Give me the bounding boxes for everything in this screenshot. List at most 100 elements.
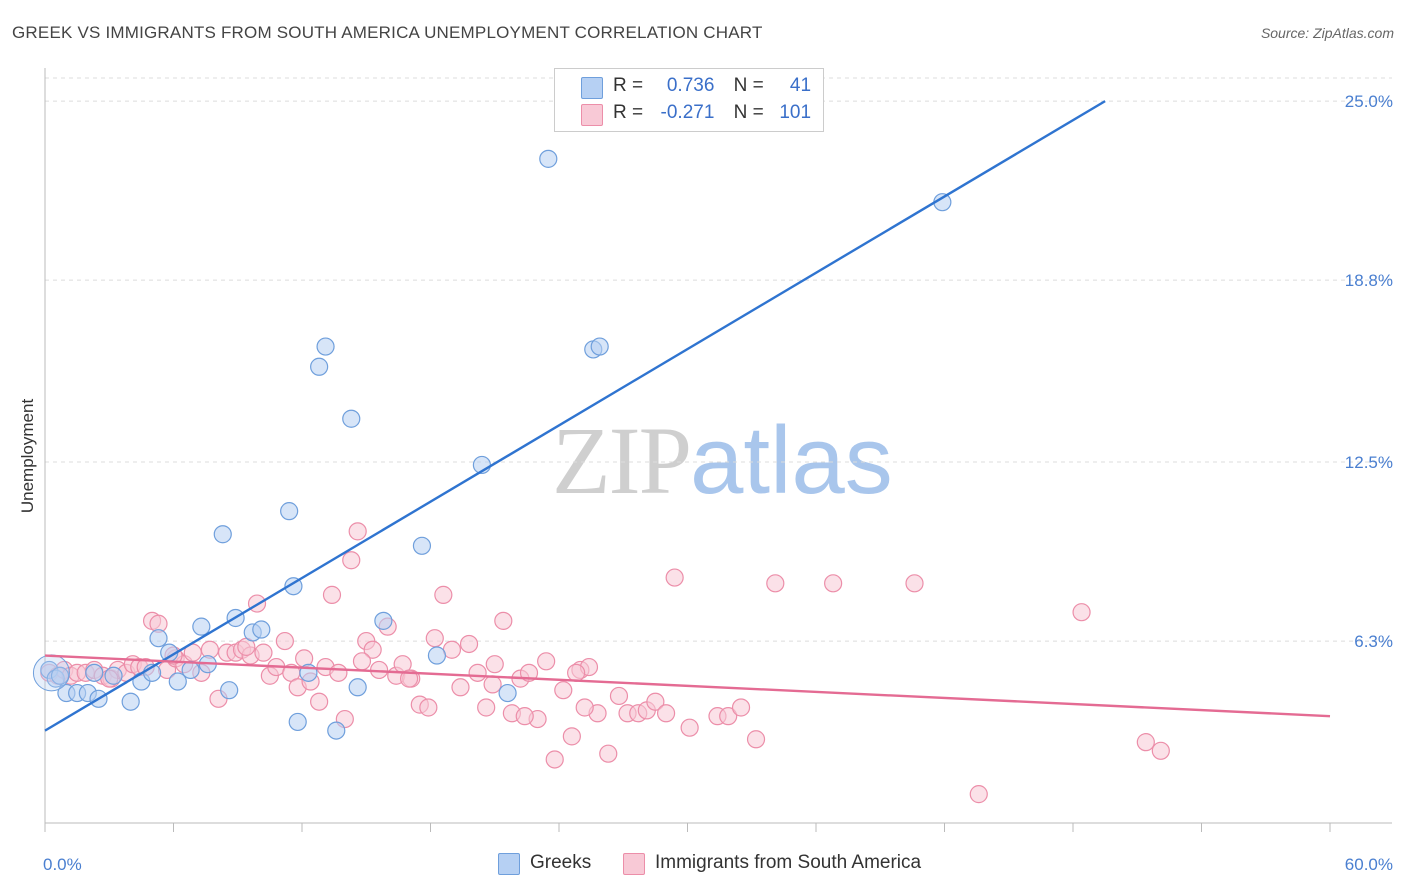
immigrants-point: [399, 669, 419, 688]
immigrants-point: [969, 785, 988, 804]
greeks-point: [348, 678, 367, 697]
immigrants-point: [609, 686, 629, 706]
greeks-points: [32, 149, 952, 740]
legend: R = 0.736 N = 41 R = -0.271 N = 101: [554, 68, 824, 132]
immigrants-point: [468, 663, 487, 682]
legend-n-value: 101: [779, 102, 812, 123]
immigrants-point: [494, 611, 513, 630]
immigrants-point: [477, 698, 496, 717]
immigrants-point: [254, 643, 273, 662]
immigrants-point: [310, 692, 329, 711]
greeks-point: [288, 712, 307, 732]
greeks-point: [121, 692, 140, 711]
immigrants-point: [322, 585, 342, 604]
greeks-point: [85, 663, 104, 682]
greeks-point: [213, 525, 232, 544]
immigrants-point: [342, 551, 361, 570]
y-tick-label: 6.3%: [1354, 632, 1393, 651]
immigrants-point: [575, 698, 594, 717]
greeks-point: [316, 337, 335, 356]
immigrants-point: [646, 692, 665, 711]
legend-r-label: R =: [613, 102, 644, 123]
chart-title: GREEK VS IMMIGRANTS FROM SOUTH AMERICA U…: [12, 23, 763, 42]
immigrants-point: [719, 707, 738, 726]
legend-r-label: R =: [613, 75, 644, 96]
immigrants-point: [329, 663, 348, 682]
immigrants-point: [731, 698, 751, 717]
x-tick-label: 0.0%: [43, 855, 82, 874]
legend-r-value: 0.736: [666, 75, 715, 96]
grid-lines: [45, 77, 1392, 642]
watermark-atlas: atlas: [690, 407, 893, 514]
greeks-trend-line: [44, 100, 1106, 732]
greeks-point: [427, 646, 447, 665]
legend-n-value: 41: [789, 75, 812, 96]
watermark-zip: ZIP: [552, 407, 692, 514]
greeks-point: [327, 721, 346, 740]
greeks-point: [342, 409, 361, 428]
immigrants-trend-line: [44, 654, 1331, 718]
greeks-point: [310, 357, 329, 376]
immigrants-point: [1151, 741, 1170, 760]
legend-n-label: N =: [733, 75, 764, 96]
immigrants-point: [656, 704, 676, 723]
greeks-point: [374, 611, 393, 630]
watermark: ZIPatlas: [552, 405, 893, 516]
axes: [44, 68, 1392, 832]
immigrants-point: [824, 574, 843, 593]
legend-n-label: N =: [733, 102, 764, 123]
greeks-point: [104, 666, 123, 685]
greeks-point: [590, 337, 609, 356]
trend-lines: [44, 100, 1331, 732]
greeks-point: [280, 502, 299, 521]
legend-row-greeks: R = 0.736 N = 41: [555, 74, 823, 100]
immigrants-point: [425, 629, 444, 648]
legend-row-immigrants: R = -0.271 N = 101: [555, 101, 823, 127]
y-tick-label: 18.8%: [1345, 271, 1393, 290]
legend-text-greeks: R = 0.736 N = 41: [613, 75, 811, 97]
immigrants-point: [1072, 603, 1091, 622]
immigrants-point: [515, 707, 534, 726]
greeks-point: [149, 629, 168, 648]
greeks-point: [50, 666, 70, 685]
x-tick-label: 60.0%: [1345, 855, 1393, 874]
greeks-point: [220, 681, 239, 700]
legend-swatch-immigrants: [581, 104, 603, 126]
immigrants-point: [459, 634, 479, 654]
immigrants-point: [348, 522, 367, 541]
y-axis-title: Unemployment: [18, 399, 37, 514]
chart-source: Source: ZipAtlas.com: [1260, 25, 1394, 41]
greeks-point: [284, 577, 303, 596]
immigrants-point: [451, 678, 470, 697]
greeks-point: [252, 620, 271, 639]
bottom-legend-label-greeks: Greeks: [530, 852, 592, 873]
immigrants-point: [419, 698, 438, 717]
immigrants-point: [434, 585, 453, 604]
immigrants-point: [1136, 733, 1155, 752]
greeks-point: [412, 536, 432, 555]
greeks-point: [181, 660, 200, 680]
greeks-point: [539, 149, 558, 168]
immigrants-point: [352, 652, 372, 671]
y-tick-label: 25.0%: [1345, 92, 1393, 111]
legend-text-immigrants: R = -0.271 N = 101: [613, 102, 811, 124]
legend-swatch-greeks: [581, 77, 603, 99]
greeks-point: [192, 617, 211, 636]
immigrants-point: [665, 568, 684, 587]
immigrants-point: [363, 640, 382, 659]
immigrants-point: [680, 718, 699, 737]
immigrants-point: [554, 681, 573, 700]
immigrants-point: [545, 750, 564, 769]
greeks-point: [498, 683, 517, 703]
y-tick-label: 12.5%: [1345, 453, 1393, 472]
bottom-legend-swatch-immigrants: [623, 853, 645, 875]
tick-labels: 6.3% 12.5% 18.8% 25.0% 0.0% 60.0%: [43, 92, 1393, 874]
immigrants-point: [766, 574, 785, 593]
bottom-legend-swatch-greeks: [498, 853, 520, 875]
immigrants-point: [746, 730, 766, 749]
immigrants-point: [537, 652, 556, 671]
immigrants-point: [275, 631, 294, 651]
immigrants-point: [567, 663, 586, 682]
greeks-cluster-point: [32, 654, 70, 692]
